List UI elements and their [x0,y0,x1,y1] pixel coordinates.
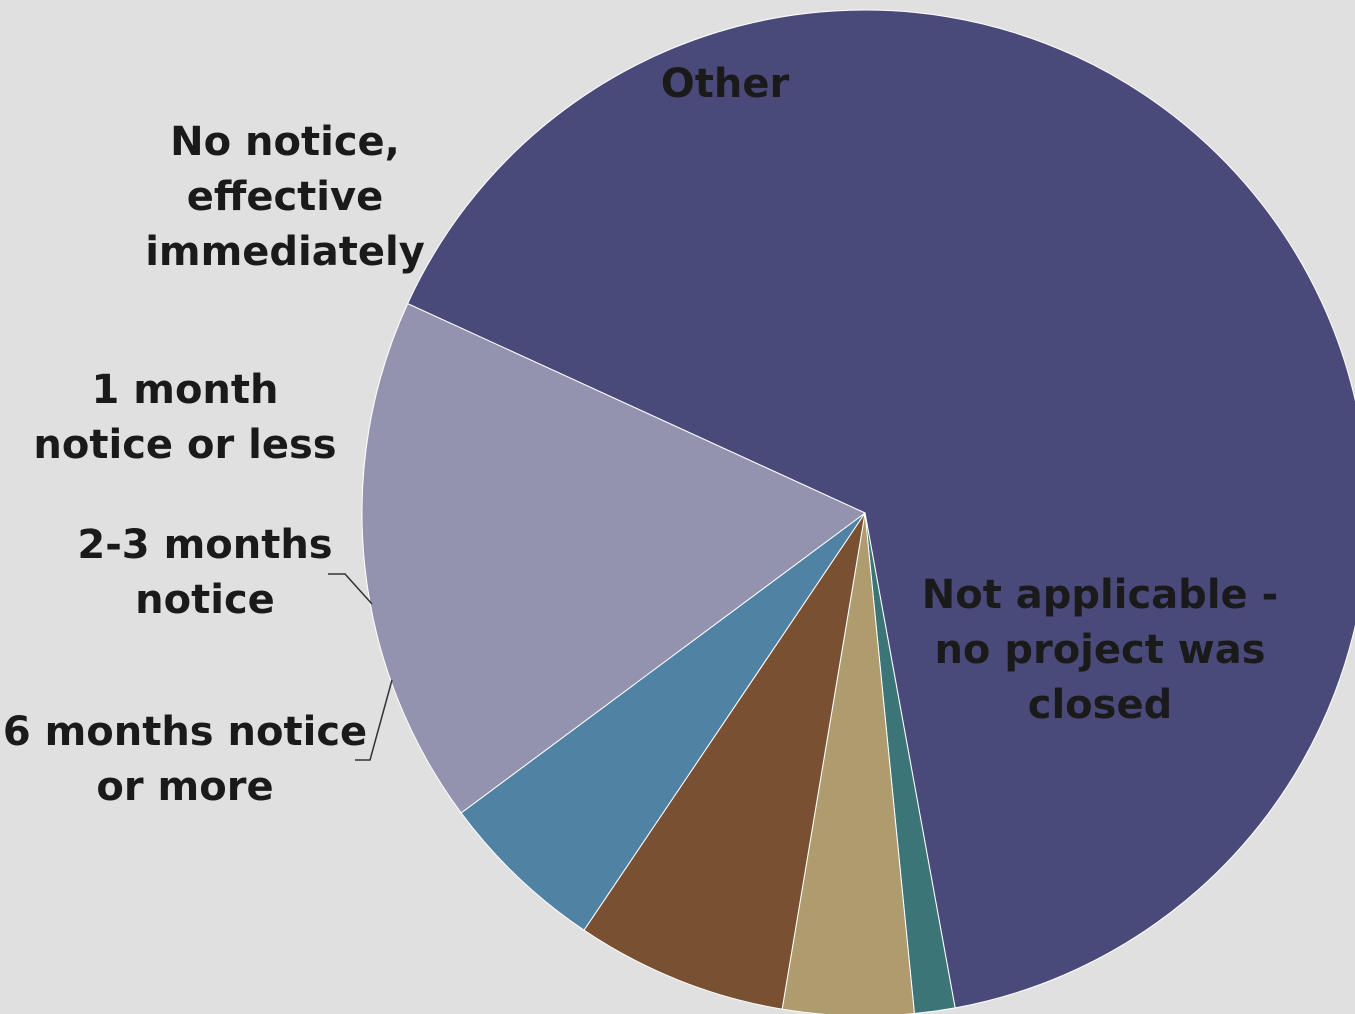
slice-label-line: notice [135,577,275,623]
slice-label: Other [661,61,790,107]
slice-label-line: Other [661,61,790,107]
slice-label-line: no project was [934,627,1265,673]
slice-label: 1 month notice or less [33,367,336,468]
slice-label-line: effective [187,174,383,220]
leader-line [355,679,393,761]
pie-slice [460,512,866,931]
pie-slices [361,9,1355,1014]
pie-slice [583,512,866,1010]
slice-label: 2-3 months notice [77,522,332,623]
pie-slice [361,302,866,814]
slice-label-line: immediately [145,229,425,275]
leader-line [328,573,373,605]
slice-label-line: No notice, [170,119,400,165]
slice-label: 6 months notice or more [3,709,367,810]
slice-label: Not applicable - no project was closed [922,572,1278,728]
slice-labels: Not applicable - no project was closed 6 mo… [3,61,1278,810]
slice-label-line: or more [96,764,273,810]
slice-label-line: notice or less [33,422,336,468]
leader-lines [328,573,393,761]
slice-label-line: Not applicable - [922,572,1278,618]
slice-label-line: 6 months notice [3,709,367,755]
slice-label-line: 1 month [92,367,279,413]
pie-slice [406,9,1355,1009]
slice-label-line: 2-3 months [77,522,332,568]
slice-label: No notice, effective immediately [145,119,425,275]
slice-label-line: closed [1028,682,1172,728]
